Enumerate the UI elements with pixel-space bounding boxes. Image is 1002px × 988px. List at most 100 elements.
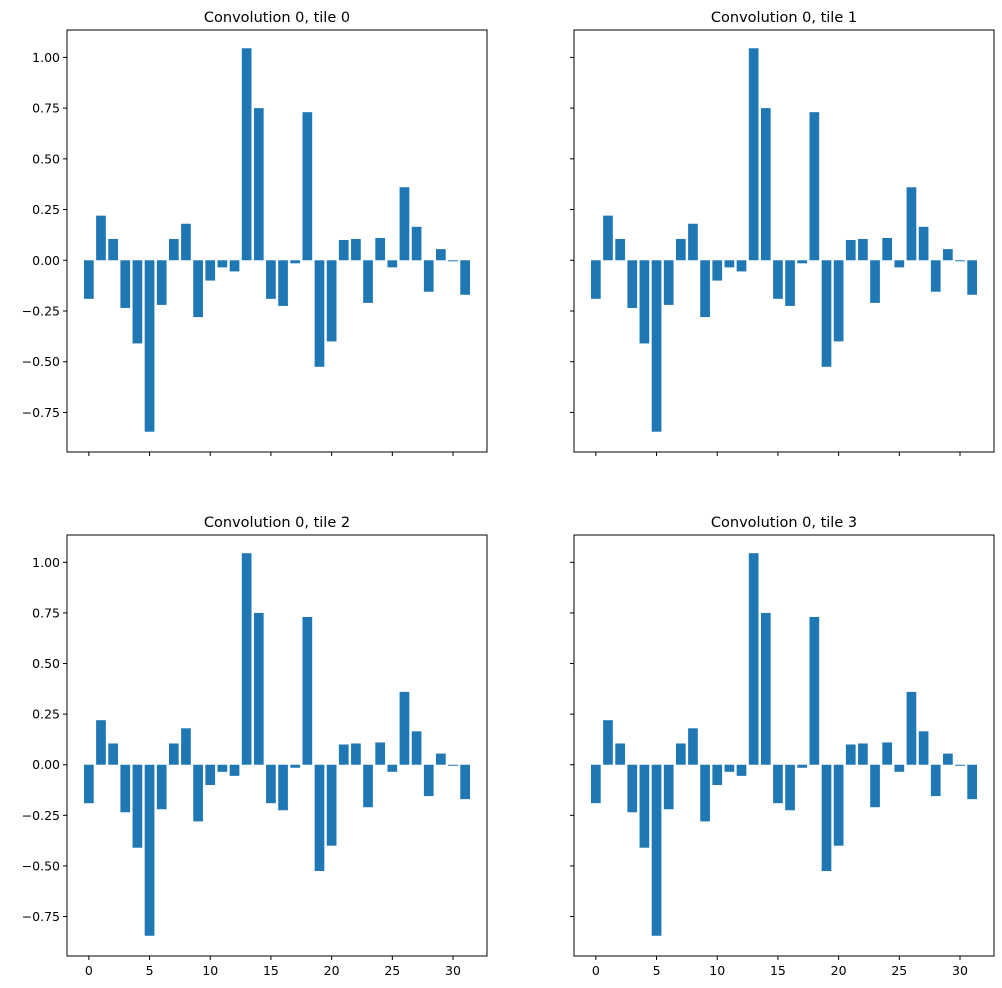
bar-3-25 [894,764,905,772]
bar-2-28 [423,764,434,797]
bar-1-0 [590,260,601,299]
bar-1-20 [833,260,844,342]
bar-1-26 [906,187,917,261]
ytick-label-2-1: −0.50 [22,858,60,873]
bar-0-14 [253,108,264,261]
bar-2-26 [399,691,410,765]
bar-1-13 [748,48,759,261]
bar-0-3 [120,260,131,308]
bar-1-25 [894,260,905,268]
bar-1-17 [797,260,808,264]
ytick-label-0-0: −0.75 [22,405,60,420]
ytick-label-2-6: 0.75 [32,605,60,620]
bar-3-29 [943,753,953,765]
bar-3-19 [821,764,832,871]
bar-1-5 [651,260,662,432]
bar-2-29 [436,753,446,765]
bar-0-0 [83,260,94,299]
bar-1-8 [688,223,698,261]
bar-0-4 [132,260,143,344]
axes-frame-2 [66,534,488,957]
axes-frame-1 [573,29,995,453]
bar-0-25 [387,260,398,268]
bar-2-27 [411,731,422,765]
subplot-2: Convolution 0, tile 2 −0.75 −0.50 −0.25 0.00… [22,515,488,978]
bar-3-22 [858,743,868,765]
bar-0-31 [460,260,470,295]
bar-0-13 [241,48,252,261]
bar-2-30 [448,764,458,766]
ytick-label-2-0: −0.75 [22,909,60,924]
subplot-0: Convolution 0, tile 0 −0.75 −0.50 −0.25 0.00… [22,10,488,456]
bar-2-0 [83,764,94,804]
axes-frame-3 [573,534,995,957]
bar-1-15 [773,260,783,299]
subplot-title-0: Convolution 0, tile 0 [204,10,350,26]
bar-0-17 [290,260,301,264]
bar-3-16 [785,764,795,811]
bar-3-15 [773,764,783,804]
ytick-label-0-7: 1.00 [32,50,60,65]
bar-0-10 [205,260,216,281]
bar-2-6 [156,764,167,810]
ytick-label-2-2: −0.25 [22,808,60,823]
bar-2-14 [253,612,264,765]
bar-3-8 [688,728,698,765]
bar-0-9 [193,260,203,318]
ytick-label-0-3: 0.00 [32,253,60,268]
bar-0-15 [266,260,276,299]
bar-2-19 [314,764,325,871]
bar-3-3 [627,764,638,813]
bar-0-20 [326,260,337,342]
subplot-3: Convolution 0, tile 3 0 5 10 15 20 25 30 [570,515,995,978]
bar-1-29 [943,249,953,261]
bar-2-20 [326,764,337,846]
bar-3-4 [639,764,650,848]
bar-0-16 [278,260,288,306]
bar-1-3 [627,260,638,308]
bar-1-6 [663,260,674,305]
bar-1-10 [712,260,723,281]
bar-3-2 [615,743,625,765]
bar-0-19 [314,260,325,367]
bar-3-13 [748,553,759,765]
bar-1-23 [870,260,880,303]
bar-0-1 [96,215,106,261]
bar-2-21 [338,744,349,765]
xtick-label-3-2: 10 [709,963,725,978]
ytick-label-2-7: 1.00 [32,555,60,570]
bar-1-1 [603,215,613,261]
bar-3-30 [955,764,965,766]
bar-2-25 [387,764,398,772]
bar-0-2 [108,238,118,261]
ytick-label-2-4: 0.25 [32,707,60,722]
bar-0-27 [411,226,422,261]
bar-0-22 [351,238,361,261]
xtick-label-2-3: 15 [263,963,279,978]
bar-3-9 [700,764,710,822]
xtick-label-3-6: 30 [952,963,968,978]
bar-1-4 [639,260,650,344]
xtick-label-3-5: 25 [891,963,907,978]
bar-3-28 [930,764,941,797]
bar-2-8 [181,728,191,765]
bar-1-30 [955,260,965,262]
subplot-title-3: Convolution 0, tile 3 [711,515,857,531]
ytick-label-2-5: 0.50 [32,656,60,671]
bar-0-28 [423,260,434,292]
bar-2-9 [193,764,203,822]
bar-1-11 [724,260,735,268]
bar-0-6 [156,260,167,305]
bar-1-22 [858,238,868,261]
bar-0-18 [302,112,313,261]
subplot-title-1: Convolution 0, tile 1 [711,10,857,26]
subplot-1: Convolution 0, tile 1 [570,10,995,456]
bar-0-26 [399,187,410,261]
bar-2-31 [460,764,470,800]
bar-0-11 [217,260,228,268]
bar-3-23 [870,764,880,808]
xtick-label-3-0: 0 [592,963,600,978]
xtick-label-2-4: 20 [324,963,340,978]
bar-1-7 [675,238,686,261]
xtick-label-3-1: 5 [653,963,661,978]
